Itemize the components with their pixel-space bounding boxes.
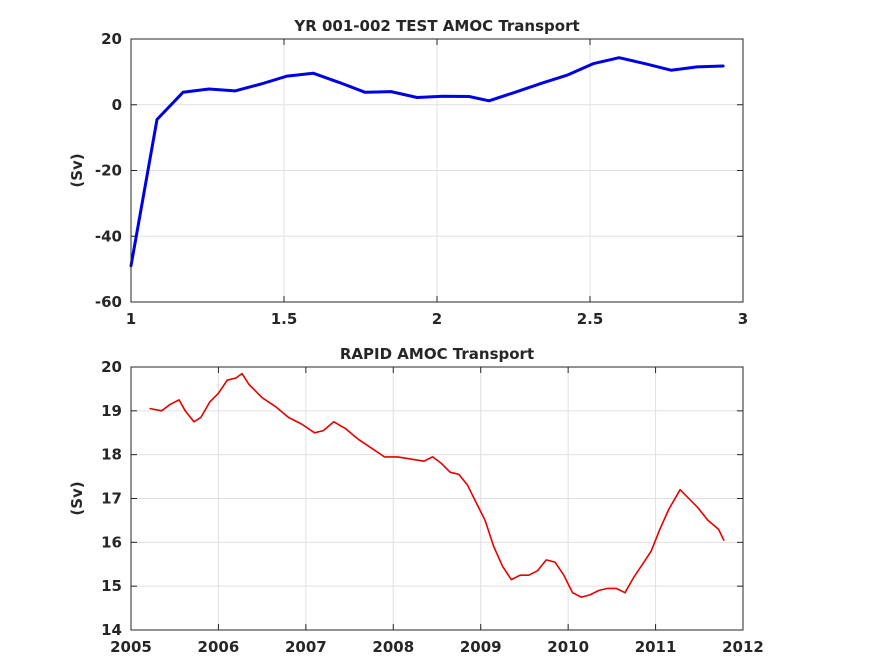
amoc-test-y-tick-label: 0: [112, 96, 122, 114]
amoc-test-x-tick-label: 1: [126, 310, 136, 328]
amoc-test-series-line-0: [129, 56, 725, 268]
amoc-test-y-tick-label: -60: [95, 293, 122, 311]
amoc-test-y-axis-label: (Sv): [68, 153, 86, 187]
rapid-amoc-x-tick-label: 2005: [110, 638, 152, 656]
amoc-test-y-tick-label: 20: [101, 30, 122, 48]
amoc-test-y-tick-label: -20: [95, 162, 122, 180]
amoc-test-x-tick-label: 3: [738, 310, 748, 328]
rapid-amoc-y-tick-label: 16: [101, 533, 122, 551]
amoc-test-y-tick-label: -40: [95, 227, 122, 245]
rapid-amoc-y-tick-label: 15: [101, 577, 122, 595]
rapid-amoc-y-tick-label: 17: [101, 490, 122, 508]
rapid-amoc-y-tick-label: 14: [101, 621, 122, 639]
rapid-amoc-x-tick-label: 2006: [198, 638, 240, 656]
rapid-amoc-x-tick-label: 2008: [372, 638, 414, 656]
amoc-test-x-tick-label: 1.5: [271, 310, 298, 328]
rapid-amoc-axes-box: [130, 366, 744, 631]
amoc-test-x-tick-label: 2: [432, 310, 442, 328]
amoc-test-axes-box: [130, 38, 744, 303]
rapid-amoc-x-tick-label: 2012: [722, 638, 764, 656]
rapid-amoc-x-tick-label: 2007: [285, 638, 327, 656]
rapid-amoc-x-tick-label: 2010: [547, 638, 589, 656]
amoc-test-chart-title: YR 001-002 TEST AMOC Transport: [293, 17, 579, 35]
rapid-amoc-y-tick-label: 19: [101, 402, 122, 420]
rapid-amoc-y-axis-label: (Sv): [68, 481, 86, 515]
amoc-test-x-tick-label: 2.5: [577, 310, 604, 328]
rapid-amoc-chart: 2005 2006 2007 2008 2009 2010 2011 2012 14 15 16 17…: [68, 345, 764, 656]
rapid-amoc-chart-title: RAPID AMOC Transport: [340, 345, 534, 363]
rapid-amoc-y-tick-label: 20: [101, 358, 122, 376]
rapid-amoc-x-tick-label: 2011: [635, 638, 677, 656]
amoc-test-chart: 1 1.5 2 2.5 3 -60 -40 -20 0 20 YR 001-002 TEST AMO…: [68, 17, 748, 328]
rapid-amoc-x-tick-label: 2009: [460, 638, 502, 656]
rapid-amoc-y-tick-label: 18: [101, 446, 122, 464]
rapid-amoc-series-line-0: [149, 372, 725, 598]
